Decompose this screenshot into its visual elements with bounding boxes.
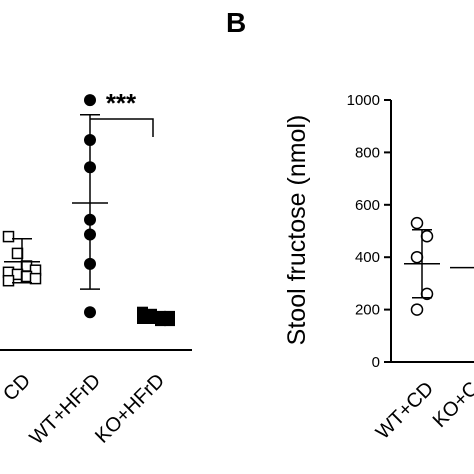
panel-a-category-label-ko-hfrd: KO+HFrD [91,370,169,448]
data-point [164,315,175,327]
y-tick-label: 400 [355,249,380,266]
panel-a-category-label-wt-hfrd: WT+HFrD [26,370,106,450]
panel-a-marks [2,94,175,327]
data-point [2,274,15,287]
data-point [146,313,157,324]
y-tick-label: 0 [372,354,380,371]
data-point [2,230,15,243]
significance-bracket [90,118,154,137]
y-tick-label: 800 [355,144,380,161]
data-point [137,306,148,318]
significance-stars: *** [106,88,137,118]
data-point [29,272,42,285]
data-point [420,229,434,243]
data-point [410,216,424,230]
data-point [410,303,424,316]
panel-b-y-axis-title: Stool fructose (nmol) [283,115,311,346]
data-point [11,247,24,260]
panel-b-y-ticks: 0 200 400 600 800 1000 [347,92,391,371]
y-tick-label: 1000 [347,92,380,109]
panel-a-plot: *** CD WT+HFrD KO+HFrD [0,88,192,449]
panel-b-letter: B [226,7,246,38]
panel-b-category-label-wt-cd: WT+CD [372,378,438,444]
y-tick-label: 200 [355,302,380,319]
panel-a-category-label-cd: CD [0,370,35,406]
y-tick-label: 600 [355,197,380,214]
data-point [410,250,424,264]
data-point [137,313,148,324]
data-point [84,94,96,107]
panel-b-plot: B Stool fructose (nmol) 0 200 400 600 800 100… [226,7,474,444]
panel-b-category-label-ko-cd: KO+C [429,378,474,432]
panel-b-marks [404,216,474,316]
data-point [84,306,96,319]
